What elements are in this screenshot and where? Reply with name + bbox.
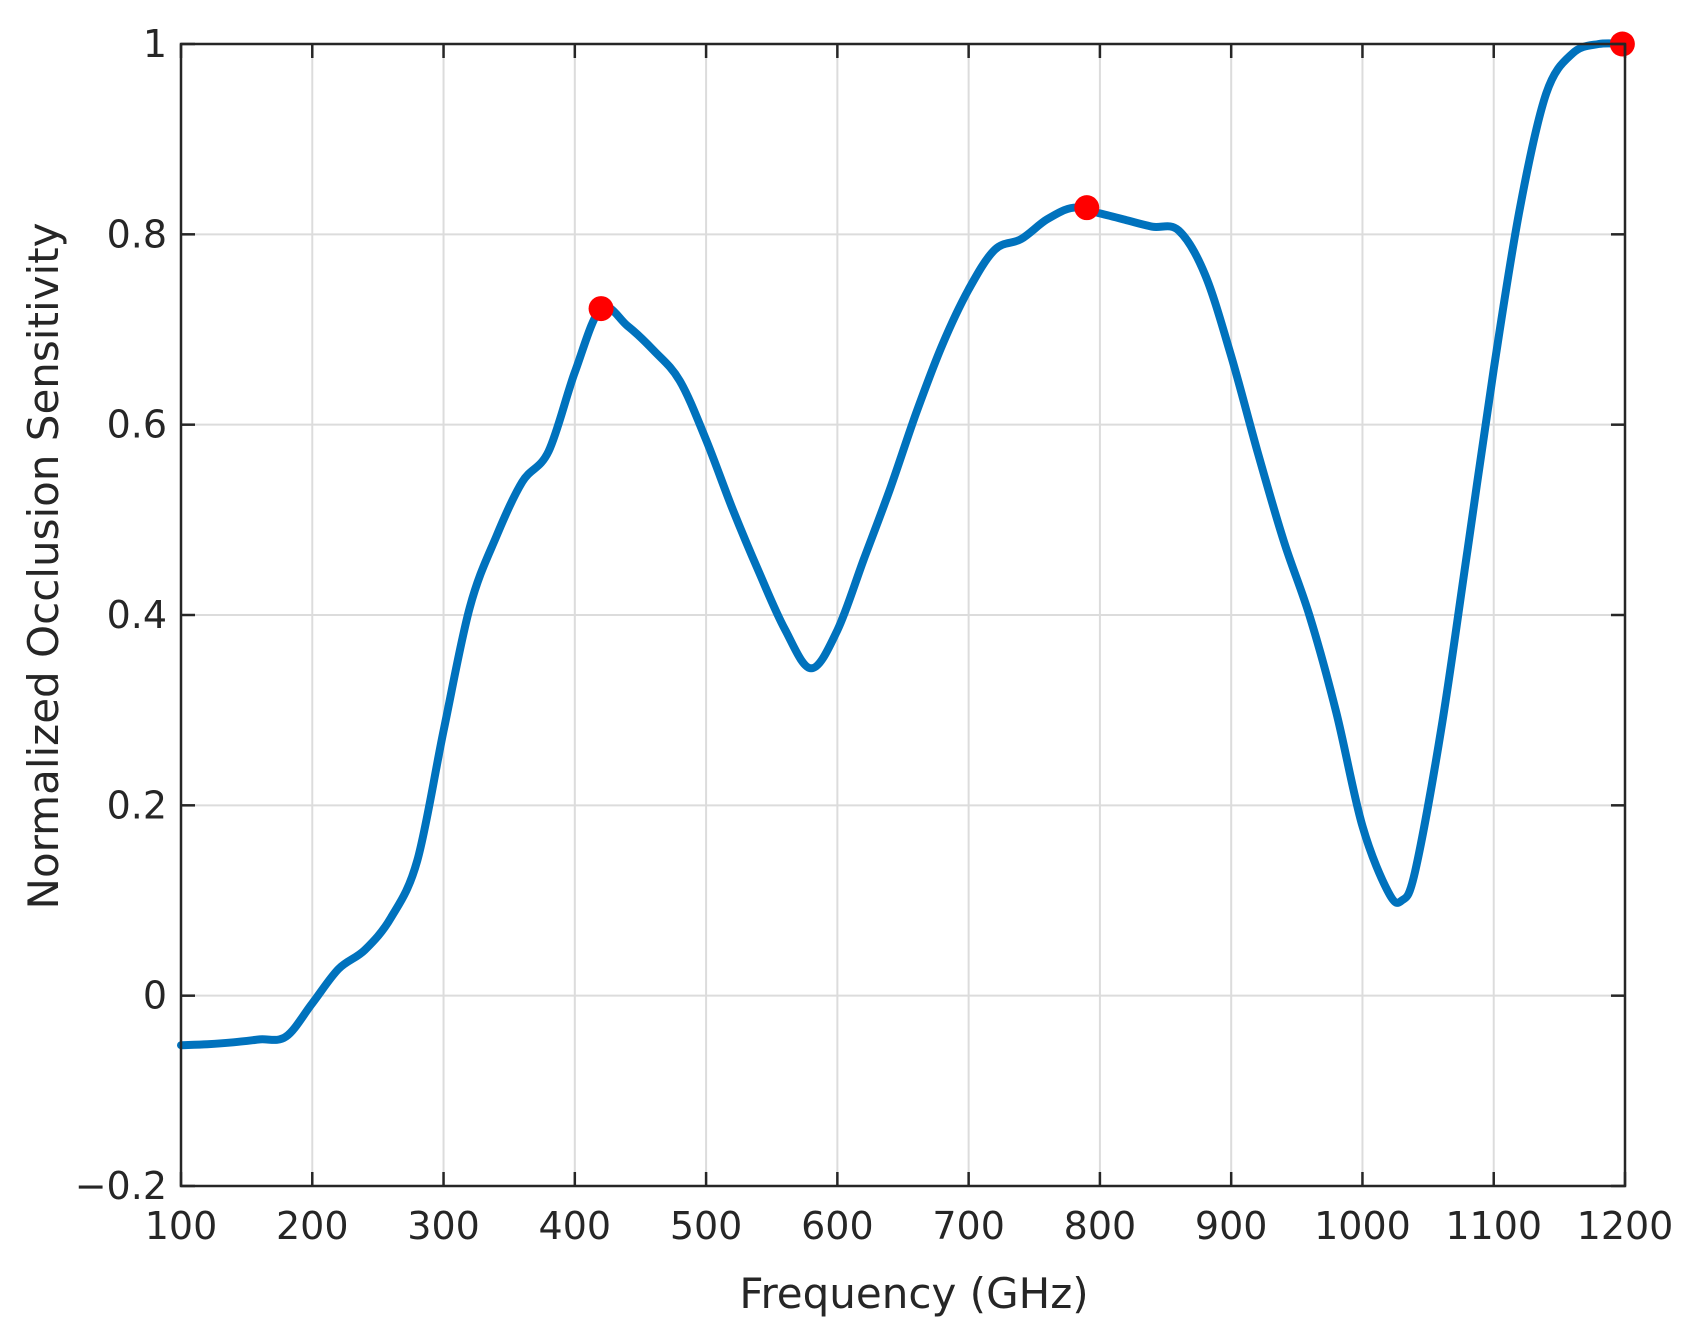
y-tick-label: 0.6	[107, 403, 167, 447]
x-axis-label: Frequency (GHz)	[739, 1269, 1088, 1318]
x-tick-label: 300	[407, 1204, 480, 1248]
y-tick-label: −0.2	[75, 1164, 167, 1208]
series-layer	[177, 39, 1629, 1050]
x-tick-label: 1000	[1314, 1204, 1411, 1248]
x-tick-label: 1100	[1445, 1204, 1542, 1248]
axes	[179, 42, 1627, 1188]
x-tick-label: 100	[145, 1204, 218, 1248]
x-tick-label: 500	[670, 1204, 743, 1248]
tick-labels: 100 200 300 400 500 600 700 800 900 1000 1100 1200 −…	[75, 22, 1674, 1248]
x-tick-label: 200	[276, 1204, 349, 1248]
y-axis-label: Normalized Occlusion Sensitivity	[19, 223, 68, 910]
x-tick-label: 800	[1064, 1204, 1137, 1248]
y-tick-label: 0.4	[107, 593, 167, 637]
x-tick-label: 400	[539, 1204, 612, 1248]
x-tick-label: 1200	[1577, 1204, 1674, 1248]
y-tick-label: 0.8	[107, 212, 167, 256]
peak-marker	[1074, 195, 1100, 221]
grid	[181, 44, 1625, 1186]
x-tick-label: 600	[801, 1204, 874, 1248]
y-tick-label: 0	[143, 974, 167, 1018]
peak-marker	[588, 296, 614, 322]
y-tick-label: 1	[143, 22, 167, 66]
y-tick-label: 0.2	[107, 783, 167, 827]
series-line	[177, 39, 1629, 1050]
x-tick-label: 900	[1195, 1204, 1268, 1248]
x-tick-label: 700	[932, 1204, 1005, 1248]
